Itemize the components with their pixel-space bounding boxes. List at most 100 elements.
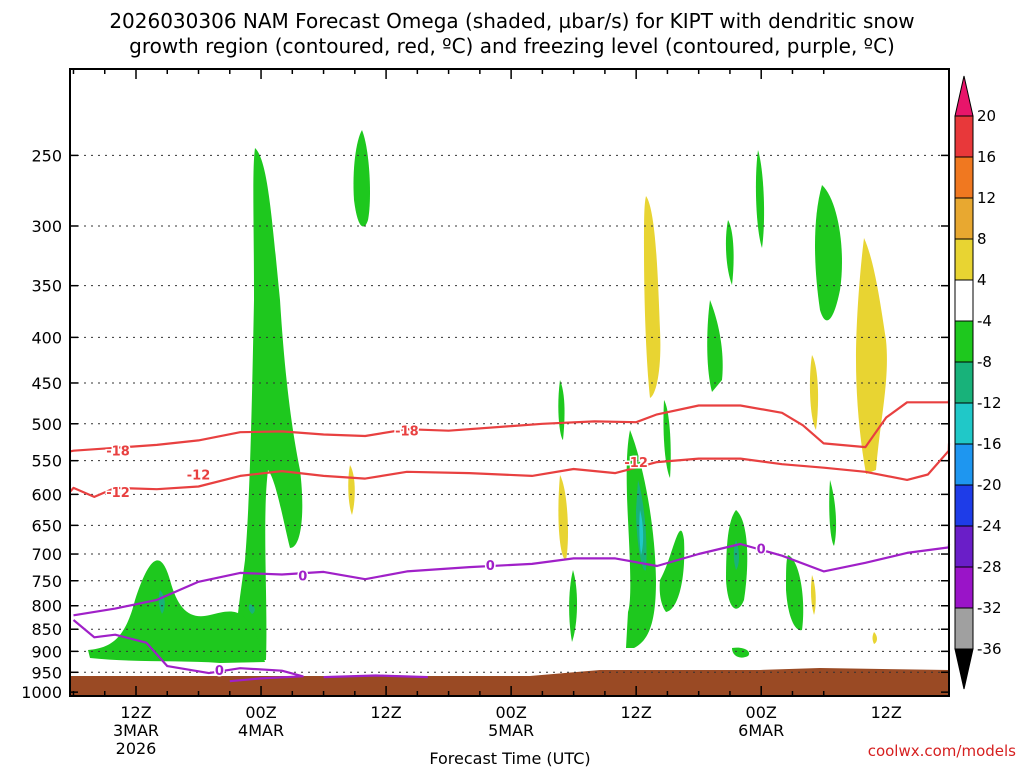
y-tick-label: 800	[31, 597, 62, 616]
colorbar-top-arrow	[954, 75, 974, 117]
omega-shaded-region	[810, 575, 816, 615]
x-tick-label: 00Z	[746, 703, 777, 722]
omega-shaded-region	[558, 380, 565, 440]
omega-shaded-region	[236, 148, 303, 660]
y-tick-label: 300	[31, 217, 62, 236]
contour-line	[73, 542, 951, 617]
omega-shaded-region	[639, 510, 644, 555]
omega-shaded-region	[856, 238, 887, 474]
x-tick-label: 00Z	[245, 703, 276, 722]
omega-shaded-region	[733, 540, 739, 570]
y-tick-label: 250	[31, 146, 62, 165]
colorbar-swatch	[954, 197, 974, 240]
omega-shaded-region	[88, 560, 265, 663]
colorbar-swatch	[954, 402, 974, 445]
y-tick-label: 550	[31, 452, 62, 471]
x-tick-label: 2026	[116, 739, 157, 758]
plot-frame	[69, 68, 950, 697]
contour-line	[69, 443, 951, 498]
contour-line	[323, 674, 428, 679]
omega-shaded-region	[732, 647, 750, 658]
contour-label: 0	[757, 542, 766, 557]
colorbar-bottom-arrow	[954, 648, 974, 690]
colorbar-label: -20	[977, 476, 1002, 494]
contour-label: 0	[486, 559, 495, 574]
y-tick-label: 400	[31, 328, 62, 347]
omega-shaded-region	[569, 570, 578, 642]
omega-shaded-region	[815, 185, 842, 321]
colorbar-swatch	[954, 525, 974, 568]
y-tick-label: 450	[31, 374, 62, 393]
colorbar-swatch	[954, 361, 974, 404]
y-tick-label: 700	[31, 545, 62, 564]
omega-shaded-region	[248, 604, 255, 614]
y-tick-label: 850	[31, 620, 62, 639]
colorbar-label: 8	[977, 230, 987, 248]
colorbar-label: 4	[977, 271, 987, 289]
omega-shaded-region	[725, 220, 734, 285]
colorbar-label: -16	[977, 435, 1002, 453]
contour-label: 0	[298, 570, 307, 585]
colorbar-swatch	[954, 279, 974, 322]
x-tick-label: 00Z	[495, 703, 526, 722]
colorbar-swatch	[954, 484, 974, 527]
omega-shaded-region	[809, 355, 819, 430]
terrain-fill	[70, 668, 949, 696]
chart-title-line-1: 2026030306 NAM Forecast Omega (shaded, µ…	[109, 9, 914, 33]
x-tick-label: 3MAR	[113, 721, 159, 740]
colorbar-swatch	[954, 156, 974, 199]
contour-label: -18	[106, 445, 130, 460]
y-tick-label: 900	[31, 642, 62, 661]
omega-shaded-region	[755, 150, 765, 248]
omega-shaded-region	[707, 300, 723, 392]
temperature-contours: -18 -18 -12 -12 -12 0 0 0 0	[69, 399, 951, 683]
colorbar-label: -24	[977, 517, 1002, 535]
colorbar-swatch	[954, 320, 974, 363]
contour-label: -12	[187, 469, 211, 484]
colorbar-label: -12	[977, 394, 1002, 412]
x-axis-title: Forecast Time (UTC)	[429, 749, 590, 768]
contour-label: -12	[106, 486, 130, 501]
x-tick-label: 5MAR	[488, 721, 534, 740]
colorbar-swatch	[954, 566, 974, 609]
colorbar-label: 12	[977, 189, 996, 207]
omega-shaded-region	[644, 196, 661, 398]
colorbar-swatch	[954, 115, 974, 158]
colorbar: 20 16 12 8 4 -4 -8 -12 -16 -20 -24 -28 -32 -36	[954, 75, 1002, 690]
contour-label: 0	[215, 664, 224, 679]
contour-label: -12	[624, 456, 648, 471]
colorbar-label: -8	[977, 353, 992, 371]
omega-shaded-region	[786, 555, 804, 631]
y-tick-label: 650	[31, 516, 62, 535]
chart-title-line-2: growth region (contoured, red, ºC) and f…	[129, 34, 895, 58]
colorbar-label: -36	[977, 640, 1002, 658]
omega-shaded-region	[663, 400, 671, 478]
colorbar-label: -4	[977, 312, 992, 330]
omega-shaded-region	[348, 465, 355, 515]
colorbar-swatch	[954, 238, 974, 281]
omega-shaded-region	[872, 632, 877, 644]
omega-shaded-region	[659, 530, 685, 612]
colorbar-label: 20	[977, 107, 996, 125]
colorbar-label: -32	[977, 599, 1002, 617]
x-tick-label: 12Z	[871, 703, 902, 722]
y-tick-label: 600	[31, 485, 62, 504]
y-tick-label: 750	[31, 572, 62, 591]
y-tick-label: 350	[31, 277, 62, 296]
x-tick-label: 6MAR	[738, 721, 784, 740]
x-tick-label: 4MAR	[238, 721, 284, 740]
y-tick-label: 950	[31, 663, 62, 682]
omega-shaded-region	[829, 480, 837, 546]
colorbar-label: 16	[977, 148, 996, 166]
contour-line	[69, 399, 951, 453]
omega-shading	[70, 130, 949, 696]
x-tick-label: 12Z	[370, 703, 401, 722]
credit-text: coolwx.com/models	[868, 742, 1016, 760]
y-axis-ticks: 250 300 350 400 450 500 550 600 650 700 750 800 850 9…	[21, 146, 949, 702]
y-tick-label: 1000	[21, 683, 62, 702]
x-tick-label: 12Z	[620, 703, 651, 722]
omega-shaded-region	[558, 475, 568, 560]
colorbar-swatch	[954, 607, 974, 650]
